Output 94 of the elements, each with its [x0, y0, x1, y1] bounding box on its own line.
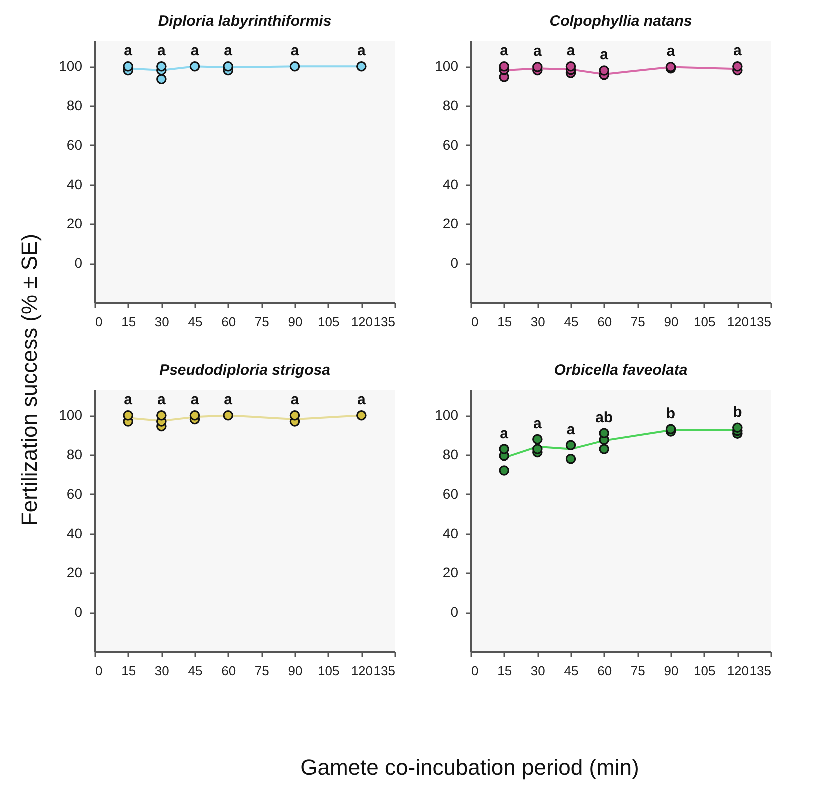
y-tick-label: 80 — [442, 446, 459, 463]
y-tick-label: 40 — [442, 525, 459, 542]
x-tick-label: 60 — [222, 664, 236, 678]
y-tick-label: 0 — [74, 604, 83, 620]
x-tick-label: 30 — [530, 664, 546, 678]
y-tick-label: 20 — [442, 564, 459, 581]
annotation: a — [157, 42, 166, 60]
x-tick-label: 15 — [122, 314, 136, 330]
x-tick-label: 15 — [122, 664, 136, 678]
y-tick-label: 20 — [66, 216, 83, 232]
annotation: a — [190, 392, 200, 409]
x-tick-label: 90 — [664, 314, 679, 330]
y-tick-label: 80 — [66, 446, 83, 463]
x-tick-label: 135 — [374, 664, 396, 678]
y-tick-label: 20 — [66, 564, 83, 581]
y-tick-label: 60 — [66, 486, 83, 502]
x-tick-label: 30 — [154, 664, 170, 678]
y-tick-label: 100 — [59, 58, 83, 74]
y-tick-label: 100 — [59, 407, 83, 424]
x-tick-label: 45 — [188, 664, 203, 678]
x-tick-label: 75 — [254, 314, 270, 330]
annotation: a — [566, 421, 576, 438]
chart-title: Colpophyllia natans — [550, 13, 692, 30]
y-tick-label: 80 — [66, 98, 83, 114]
y-tick-label: 40 — [66, 176, 83, 192]
x-tick-label: 135 — [750, 314, 772, 330]
annotation: a — [290, 392, 300, 409]
annotation: a — [124, 42, 134, 60]
x-tick-label: 105 — [694, 314, 716, 330]
x-tick-label: 120 — [727, 664, 750, 678]
x-tick-label: 15 — [498, 314, 512, 330]
chart-title: Orbicella faveolata — [554, 362, 688, 379]
x-tick-label: 0 — [472, 664, 479, 678]
x-tick-label: 120 — [727, 314, 750, 330]
x-tick-label: 60 — [598, 314, 612, 330]
x-tick-label: 60 — [598, 664, 612, 678]
x-tick-label: 15 — [498, 664, 512, 678]
x-tick-label: 75 — [630, 664, 646, 678]
y-tick-label: 80 — [442, 98, 459, 114]
x-tick-label: 0 — [96, 314, 103, 330]
x-tick-label: 105 — [318, 664, 340, 678]
x-tick-label: 90 — [288, 314, 303, 330]
annotation: a — [500, 425, 510, 442]
annotation: b — [666, 405, 676, 422]
annotation: b — [733, 404, 742, 421]
x-tick-label: 120 — [351, 314, 374, 330]
x-tick-label: 75 — [630, 314, 646, 330]
annotation: a — [733, 42, 742, 60]
chart-title: Diploria labyrinthiformis — [158, 13, 332, 30]
y-tick-label: 0 — [450, 255, 459, 272]
annotation: a — [500, 42, 510, 60]
x-tick-label: 135 — [374, 314, 396, 330]
annotation: a — [190, 42, 200, 60]
y-tick-label: 60 — [442, 486, 459, 502]
annotation: a — [566, 42, 576, 60]
y-tick-label: 60 — [442, 136, 459, 153]
y-tick-label: 60 — [66, 136, 83, 153]
annotation: ab — [596, 409, 614, 426]
x-tick-label: 135 — [750, 664, 772, 678]
y-axis-title: Fertilization success (% ± SE) — [17, 234, 43, 526]
x-tick-label: 0 — [96, 664, 103, 678]
annotation: a — [357, 392, 366, 409]
x-tick-label: 30 — [154, 314, 170, 330]
annotation: a — [224, 42, 234, 60]
annotation: a — [533, 415, 542, 432]
x-tick-label: 45 — [564, 664, 579, 678]
x-tick-label: 105 — [318, 314, 340, 330]
x-tick-label: 60 — [222, 314, 236, 330]
annotation: a — [124, 392, 134, 409]
y-tick-label: 0 — [450, 604, 459, 620]
x-tick-label: 45 — [564, 314, 579, 330]
x-axis-title: Gamete co-incubation period (min) — [300, 755, 640, 781]
annotation: a — [666, 43, 676, 60]
y-tick-label: 40 — [66, 525, 83, 542]
x-tick-label: 0 — [472, 314, 479, 330]
y-tick-label: 100 — [435, 407, 459, 424]
chart-title: Pseudodiploria strigosa — [160, 362, 330, 379]
x-tick-label: 90 — [288, 664, 303, 678]
y-tick-label: 40 — [442, 176, 459, 192]
x-tick-label: 120 — [351, 664, 374, 678]
x-tick-label: 105 — [694, 664, 716, 678]
x-tick-label: 30 — [530, 314, 546, 330]
annotation: a — [533, 43, 542, 60]
annotation: a — [600, 46, 610, 64]
y-tick-label: 20 — [442, 216, 459, 232]
x-tick-label: 75 — [254, 664, 270, 678]
x-tick-label: 90 — [664, 664, 679, 678]
y-tick-label: 0 — [74, 255, 83, 272]
annotation: a — [357, 42, 366, 60]
annotation: a — [290, 42, 300, 60]
annotation: a — [157, 392, 166, 409]
annotation: a — [224, 392, 234, 409]
y-tick-label: 100 — [435, 58, 459, 74]
x-tick-label: 45 — [188, 314, 203, 330]
